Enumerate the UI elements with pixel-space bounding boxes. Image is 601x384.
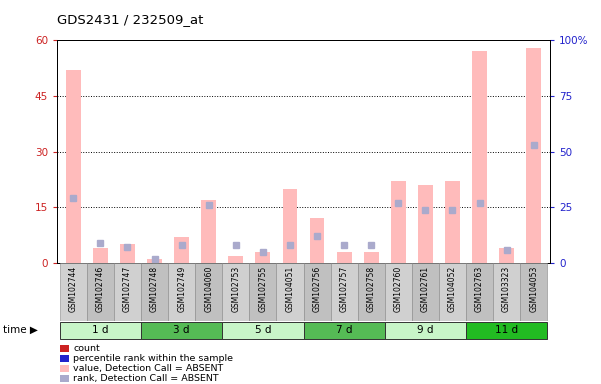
Bar bbox=[87, 263, 114, 321]
Text: GSM102748: GSM102748 bbox=[150, 266, 159, 312]
Bar bbox=[493, 263, 520, 321]
Bar bbox=[249, 263, 276, 321]
Bar bbox=[358, 263, 385, 321]
Text: GSM102749: GSM102749 bbox=[177, 266, 186, 312]
Bar bbox=[222, 263, 249, 321]
Text: 3 d: 3 d bbox=[174, 325, 190, 335]
Text: value, Detection Call = ABSENT: value, Detection Call = ABSENT bbox=[73, 364, 224, 373]
Bar bbox=[60, 322, 141, 339]
Bar bbox=[391, 181, 406, 263]
Text: 9 d: 9 d bbox=[417, 325, 433, 335]
Bar bbox=[147, 259, 162, 263]
Text: percentile rank within the sample: percentile rank within the sample bbox=[73, 354, 233, 363]
Bar bbox=[168, 263, 195, 321]
Bar bbox=[385, 322, 466, 339]
Bar bbox=[304, 263, 331, 321]
Bar bbox=[114, 263, 141, 321]
Text: GSM104053: GSM104053 bbox=[529, 266, 538, 312]
Bar bbox=[418, 185, 433, 263]
Text: GSM102755: GSM102755 bbox=[258, 266, 267, 312]
Bar bbox=[439, 263, 466, 321]
Bar bbox=[412, 263, 439, 321]
Text: GSM104051: GSM104051 bbox=[285, 266, 294, 312]
Bar bbox=[276, 263, 304, 321]
Text: count: count bbox=[73, 344, 100, 353]
Text: 1 d: 1 d bbox=[92, 325, 109, 335]
Text: GSM102763: GSM102763 bbox=[475, 266, 484, 312]
Text: GSM104052: GSM104052 bbox=[448, 266, 457, 312]
Bar bbox=[466, 263, 493, 321]
Text: GSM103323: GSM103323 bbox=[502, 266, 511, 312]
Bar bbox=[282, 189, 297, 263]
Text: rank, Detection Call = ABSENT: rank, Detection Call = ABSENT bbox=[73, 374, 219, 383]
Bar bbox=[331, 263, 358, 321]
Text: GDS2431 / 232509_at: GDS2431 / 232509_at bbox=[57, 13, 204, 26]
Bar bbox=[195, 263, 222, 321]
Text: GSM102761: GSM102761 bbox=[421, 266, 430, 312]
Text: GSM102753: GSM102753 bbox=[231, 266, 240, 312]
Text: 7 d: 7 d bbox=[336, 325, 352, 335]
Text: 11 d: 11 d bbox=[495, 325, 518, 335]
Bar bbox=[466, 322, 547, 339]
Text: GSM102746: GSM102746 bbox=[96, 266, 105, 312]
Bar bbox=[520, 263, 547, 321]
Bar bbox=[526, 48, 541, 263]
Text: GSM102747: GSM102747 bbox=[123, 266, 132, 312]
Bar bbox=[120, 245, 135, 263]
Bar bbox=[472, 51, 487, 263]
Bar bbox=[174, 237, 189, 263]
Bar bbox=[445, 181, 460, 263]
Bar bbox=[66, 70, 81, 263]
Bar bbox=[141, 322, 222, 339]
Bar bbox=[60, 263, 87, 321]
Text: GSM102757: GSM102757 bbox=[340, 266, 349, 312]
Text: GSM102756: GSM102756 bbox=[313, 266, 322, 312]
Bar bbox=[499, 248, 514, 263]
Text: time ▶: time ▶ bbox=[3, 325, 38, 335]
Bar bbox=[304, 322, 385, 339]
Bar bbox=[385, 263, 412, 321]
Bar bbox=[201, 200, 216, 263]
Bar bbox=[222, 322, 304, 339]
Text: GSM102744: GSM102744 bbox=[69, 266, 78, 312]
Bar bbox=[337, 252, 352, 263]
Text: GSM104060: GSM104060 bbox=[204, 266, 213, 312]
Bar bbox=[141, 263, 168, 321]
Bar bbox=[310, 218, 325, 263]
Text: GSM102760: GSM102760 bbox=[394, 266, 403, 312]
Text: GSM102758: GSM102758 bbox=[367, 266, 376, 312]
Bar bbox=[228, 256, 243, 263]
Text: 5 d: 5 d bbox=[255, 325, 271, 335]
Bar bbox=[255, 252, 270, 263]
Bar bbox=[93, 248, 108, 263]
Bar bbox=[364, 252, 379, 263]
